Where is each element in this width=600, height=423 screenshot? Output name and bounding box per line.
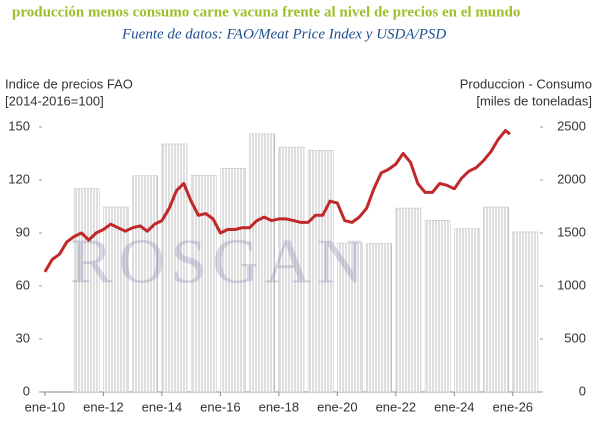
x-tick-label: ene-22: [376, 399, 416, 414]
x-tick-label: ene-14: [142, 399, 182, 414]
x-tick-label: ene-10: [25, 399, 65, 414]
x-tick-label: ene-16: [200, 399, 240, 414]
bar: [424, 220, 451, 393]
x-tick-label: ene-18: [259, 399, 299, 414]
bar: [73, 188, 100, 393]
bar: [366, 243, 392, 393]
y2-tick-label: 500: [564, 330, 586, 345]
y2-axis-label: Produccion - Consumo: [460, 76, 592, 91]
y2-tick-label: 1500: [557, 224, 586, 239]
y-tick-label: 0: [23, 383, 30, 398]
bar: [278, 146, 305, 393]
y-axis-label: [2014-2016=100]: [5, 93, 104, 108]
bar: [454, 228, 480, 393]
y-tick-label: 30: [16, 330, 30, 345]
chart-title: producción menos consumo carne vacuna fr…: [12, 4, 520, 20]
chart-subtitle: Fuente de datos: FAO/Meat Price Index y …: [121, 26, 446, 42]
bar: [307, 150, 334, 393]
bar: [512, 231, 539, 393]
y-tick-label: 90: [16, 224, 30, 239]
y2-tick-label: 2000: [557, 171, 586, 186]
x-tick-label: ene-12: [83, 399, 123, 414]
y-tick-label: 120: [8, 171, 30, 186]
bar: [483, 206, 509, 393]
price-line: [43, 129, 511, 273]
bar: [220, 168, 246, 393]
bar: [103, 206, 129, 393]
bar: [395, 207, 422, 393]
y2-tick-label: 2500: [557, 118, 586, 133]
x-tick-label: ene-26: [493, 399, 533, 414]
x-tick-label: ene-20: [317, 399, 357, 414]
y2-tick-label: 1000: [557, 277, 586, 292]
y-tick-label: 150: [8, 118, 30, 133]
y2-tick-label: 0: [579, 383, 586, 398]
watermark: ROSGAN: [70, 226, 369, 297]
bar: [132, 175, 159, 393]
y2-axis-label: [miles de toneladas]: [476, 93, 592, 108]
y-axis-label: Indice de precios FAO: [5, 76, 133, 91]
x-tick-label: ene-24: [434, 399, 474, 414]
bar: [249, 133, 276, 393]
y-tick-label: 60: [16, 277, 30, 292]
bar: [337, 242, 363, 393]
